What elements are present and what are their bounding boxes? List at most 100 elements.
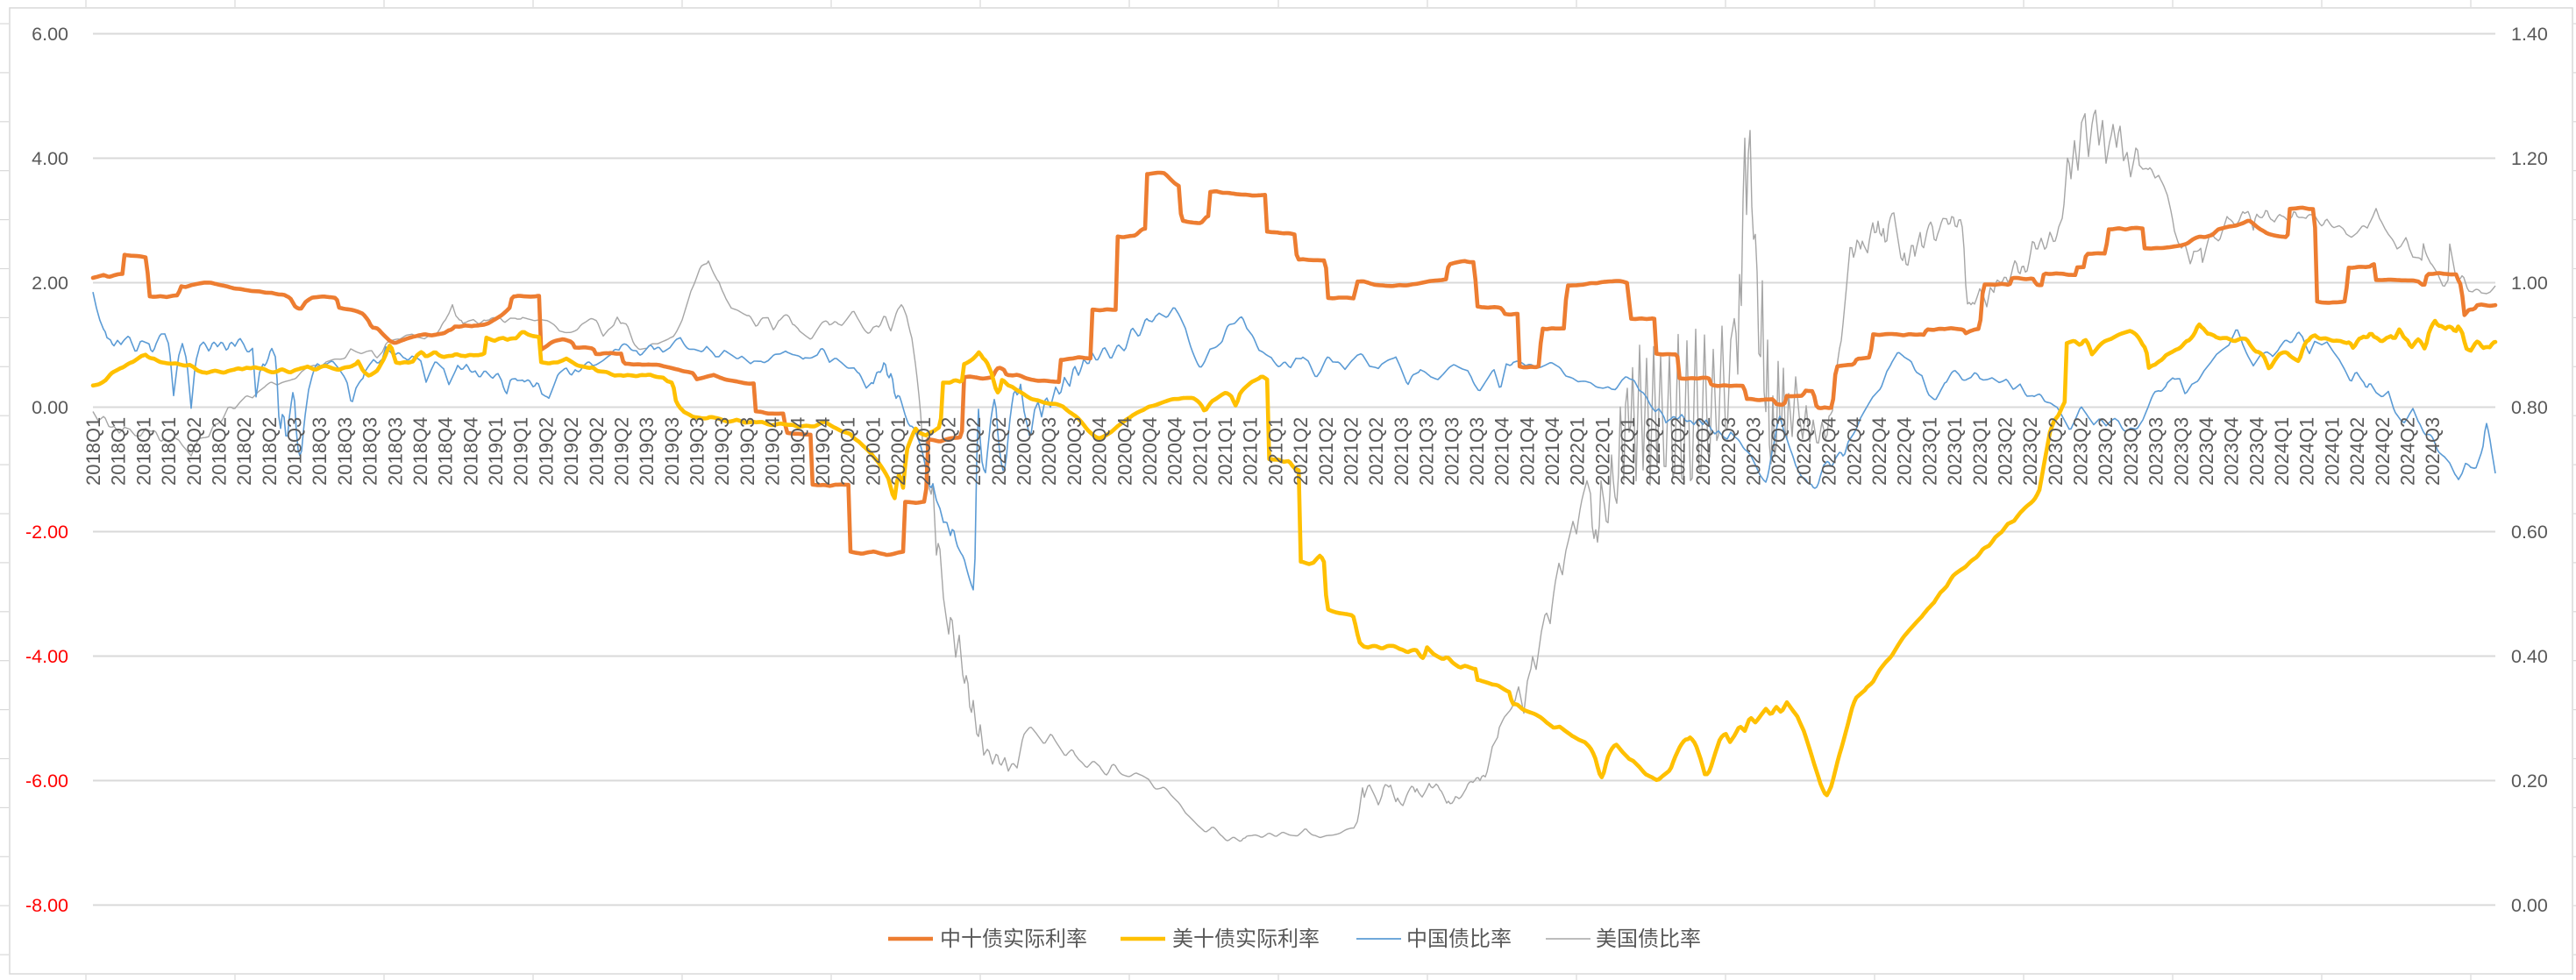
svg-text:2019Q4: 2019Q4 bbox=[786, 417, 808, 486]
svg-text:2018Q2: 2018Q2 bbox=[233, 417, 255, 486]
svg-text:2022Q1: 2022Q1 bbox=[1591, 417, 1613, 486]
svg-text:-4.00: -4.00 bbox=[25, 646, 68, 667]
svg-text:-2.00: -2.00 bbox=[25, 522, 68, 543]
svg-text:2018Q4: 2018Q4 bbox=[409, 417, 431, 486]
svg-text:2020Q4: 2020Q4 bbox=[1139, 417, 1161, 486]
svg-text:2021Q1: 2021Q1 bbox=[1189, 417, 1211, 486]
svg-text:0.00: 0.00 bbox=[32, 397, 68, 418]
svg-text:2021Q4: 2021Q4 bbox=[1491, 417, 1513, 486]
svg-text:2021Q3: 2021Q3 bbox=[1391, 417, 1413, 486]
svg-text:2019Q4: 2019Q4 bbox=[762, 417, 784, 486]
svg-text:2022Q2: 2022Q2 bbox=[1642, 417, 1664, 486]
svg-text:2021Q1: 2021Q1 bbox=[1240, 417, 1262, 486]
svg-text:2018Q3: 2018Q3 bbox=[359, 417, 381, 486]
svg-text:中十债实际利率: 中十债实际利率 bbox=[940, 927, 1087, 951]
svg-text:2023Q1: 2023Q1 bbox=[1944, 417, 1966, 486]
svg-text:2019Q4: 2019Q4 bbox=[812, 417, 834, 486]
svg-text:0.80: 0.80 bbox=[2511, 397, 2548, 418]
svg-text:2023Q2: 2023Q2 bbox=[2070, 417, 2092, 486]
svg-text:2021Q3: 2021Q3 bbox=[1466, 417, 1488, 486]
svg-text:2023Q2: 2023Q2 bbox=[1994, 417, 2016, 486]
svg-text:2020Q3: 2020Q3 bbox=[1014, 417, 1035, 486]
svg-text:2021Q2: 2021Q2 bbox=[1365, 417, 1387, 486]
svg-text:2022Q2: 2022Q2 bbox=[1692, 417, 1714, 486]
svg-text:2022Q1: 2022Q1 bbox=[1567, 417, 1589, 486]
svg-text:0.20: 0.20 bbox=[2511, 771, 2548, 792]
svg-text:2019Q3: 2019Q3 bbox=[687, 417, 708, 486]
svg-text:2019Q3: 2019Q3 bbox=[661, 417, 683, 486]
svg-text:2022Q3: 2022Q3 bbox=[1793, 417, 1815, 486]
svg-text:2022Q1: 2022Q1 bbox=[1617, 417, 1639, 486]
svg-text:2023Q2: 2023Q2 bbox=[2045, 417, 2067, 486]
svg-text:2024Q1: 2024Q1 bbox=[2271, 417, 2293, 486]
svg-text:2021Q3: 2021Q3 bbox=[1441, 417, 1462, 486]
svg-text:2020Q1: 2020Q1 bbox=[913, 417, 935, 486]
svg-text:2022Q2: 2022Q2 bbox=[1668, 417, 1690, 486]
svg-text:2020Q2: 2020Q2 bbox=[963, 417, 985, 486]
svg-text:2020Q2: 2020Q2 bbox=[988, 417, 1010, 486]
svg-text:2021Q2: 2021Q2 bbox=[1315, 417, 1337, 486]
svg-text:2022Q3: 2022Q3 bbox=[1718, 417, 1740, 486]
svg-text:美十债实际利率: 美十债实际利率 bbox=[1172, 927, 1320, 951]
svg-text:2022Q4: 2022Q4 bbox=[1843, 417, 1865, 486]
svg-text:2021Q2: 2021Q2 bbox=[1341, 417, 1363, 486]
svg-text:2023Q2: 2023Q2 bbox=[2019, 417, 2041, 486]
svg-text:2022Q4: 2022Q4 bbox=[1818, 417, 1840, 486]
svg-text:2020Q4: 2020Q4 bbox=[1114, 417, 1135, 486]
svg-text:2024Q1: 2024Q1 bbox=[2296, 417, 2318, 486]
svg-text:2.00: 2.00 bbox=[32, 273, 68, 294]
svg-text:2020Q4: 2020Q4 bbox=[1089, 417, 1111, 486]
svg-text:2024Q2: 2024Q2 bbox=[2397, 417, 2419, 486]
svg-text:2019Q2: 2019Q2 bbox=[560, 417, 582, 486]
svg-text:2019Q1: 2019Q1 bbox=[510, 417, 532, 486]
svg-text:2020Q1: 2020Q1 bbox=[862, 417, 884, 486]
svg-text:2018Q1: 2018Q1 bbox=[108, 417, 130, 486]
svg-text:2024Q3: 2024Q3 bbox=[2422, 417, 2444, 486]
svg-text:2018Q3: 2018Q3 bbox=[384, 417, 406, 486]
svg-text:1.00: 1.00 bbox=[2511, 273, 2548, 294]
svg-text:4.00: 4.00 bbox=[32, 148, 68, 169]
svg-text:2018Q3: 2018Q3 bbox=[309, 417, 331, 486]
svg-text:2020Q4: 2020Q4 bbox=[1164, 417, 1186, 486]
svg-text:2018Q3: 2018Q3 bbox=[334, 417, 356, 486]
svg-text:2018Q1: 2018Q1 bbox=[132, 417, 154, 486]
svg-text:2020Q3: 2020Q3 bbox=[1038, 417, 1060, 486]
svg-text:2021Q1: 2021Q1 bbox=[1264, 417, 1286, 486]
svg-text:2020Q2: 2020Q2 bbox=[938, 417, 960, 486]
svg-text:中国债比率: 中国债比率 bbox=[1406, 927, 1512, 951]
svg-text:2020Q3: 2020Q3 bbox=[1064, 417, 1085, 486]
svg-text:1.40: 1.40 bbox=[2511, 24, 2548, 45]
svg-text:2018Q3: 2018Q3 bbox=[284, 417, 306, 486]
svg-text:2023Q4: 2023Q4 bbox=[2195, 417, 2217, 486]
svg-text:2023Q4: 2023Q4 bbox=[2221, 417, 2243, 486]
svg-text:2019Q2: 2019Q2 bbox=[586, 417, 608, 486]
svg-text:2023Q3: 2023Q3 bbox=[2145, 417, 2167, 486]
svg-text:2018Q1: 2018Q1 bbox=[82, 417, 104, 486]
svg-text:2018Q1: 2018Q1 bbox=[158, 417, 180, 486]
svg-text:2022Q4: 2022Q4 bbox=[1868, 417, 1890, 486]
svg-text:2023Q3: 2023Q3 bbox=[2120, 417, 2142, 486]
svg-text:美国债比率: 美国债比率 bbox=[1596, 927, 1701, 951]
svg-text:0.40: 0.40 bbox=[2511, 646, 2548, 667]
svg-text:-8.00: -8.00 bbox=[25, 895, 68, 916]
svg-text:2022Q3: 2022Q3 bbox=[1743, 417, 1765, 486]
svg-text:1.20: 1.20 bbox=[2511, 148, 2548, 169]
svg-text:2023Q1: 2023Q1 bbox=[1918, 417, 1940, 486]
svg-text:2018Q4: 2018Q4 bbox=[435, 417, 457, 486]
svg-text:6.00: 6.00 bbox=[32, 24, 68, 45]
svg-text:2021Q4: 2021Q4 bbox=[1516, 417, 1538, 486]
svg-text:2018Q4: 2018Q4 bbox=[459, 417, 481, 486]
svg-text:2022Q4: 2022Q4 bbox=[1894, 417, 1916, 486]
svg-text:2023Q3: 2023Q3 bbox=[2170, 417, 2192, 486]
svg-text:2024Q2: 2024Q2 bbox=[2346, 417, 2368, 486]
svg-text:2019Q3: 2019Q3 bbox=[636, 417, 658, 486]
svg-text:2022Q3: 2022Q3 bbox=[1768, 417, 1790, 486]
svg-text:2020Q1: 2020Q1 bbox=[887, 417, 909, 486]
svg-text:2021Q1: 2021Q1 bbox=[1214, 417, 1236, 486]
svg-text:-6.00: -6.00 bbox=[25, 771, 68, 792]
svg-text:2024Q2: 2024Q2 bbox=[2372, 417, 2394, 486]
svg-text:2019Q2: 2019Q2 bbox=[611, 417, 633, 486]
svg-text:2024Q1: 2024Q1 bbox=[2321, 417, 2343, 486]
svg-text:2021Q2: 2021Q2 bbox=[1290, 417, 1312, 486]
svg-text:2018Q2: 2018Q2 bbox=[209, 417, 231, 486]
